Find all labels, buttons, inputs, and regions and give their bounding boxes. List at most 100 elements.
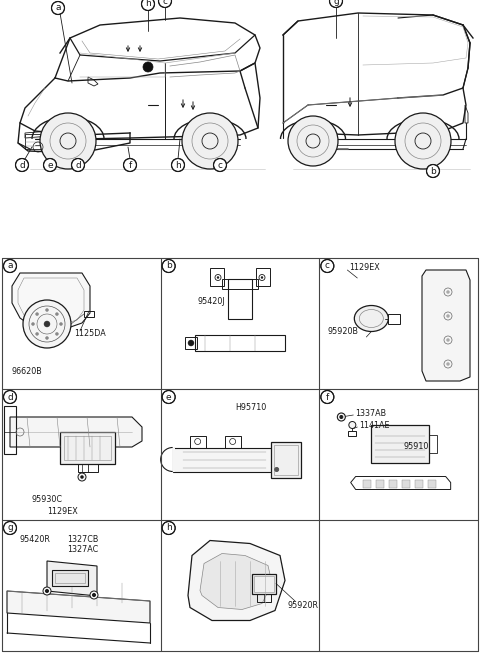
Text: 95420J: 95420J	[198, 297, 226, 306]
Circle shape	[36, 313, 38, 315]
Circle shape	[214, 159, 227, 172]
Text: d: d	[75, 161, 81, 170]
Circle shape	[162, 522, 175, 535]
Bar	[190, 436, 205, 447]
Circle shape	[446, 291, 449, 293]
Circle shape	[288, 116, 338, 166]
Bar	[415, 479, 423, 488]
Text: d: d	[7, 392, 13, 402]
Bar	[210, 268, 224, 285]
Bar	[60, 432, 115, 464]
Circle shape	[143, 62, 153, 72]
Bar	[84, 311, 94, 317]
Circle shape	[275, 468, 279, 471]
Circle shape	[81, 475, 84, 479]
Polygon shape	[47, 561, 97, 596]
Polygon shape	[188, 541, 285, 620]
Bar	[348, 431, 356, 436]
Text: 1327AC: 1327AC	[67, 545, 98, 554]
Circle shape	[321, 390, 334, 404]
Text: 1141AE: 1141AE	[360, 421, 390, 430]
Text: f: f	[326, 392, 329, 402]
Text: f: f	[128, 161, 132, 170]
Bar	[222, 278, 258, 289]
Circle shape	[395, 113, 451, 169]
Text: h: h	[166, 524, 171, 532]
Circle shape	[23, 300, 71, 348]
Text: g: g	[7, 524, 13, 532]
Bar	[388, 313, 400, 323]
Text: 95920R: 95920R	[288, 601, 319, 609]
Bar	[389, 479, 396, 488]
Circle shape	[43, 587, 51, 595]
Circle shape	[188, 340, 194, 346]
Circle shape	[162, 390, 175, 404]
Circle shape	[3, 259, 16, 272]
Text: d: d	[19, 161, 25, 170]
Circle shape	[44, 159, 57, 172]
Bar	[78, 464, 98, 472]
Circle shape	[93, 594, 96, 596]
Circle shape	[46, 308, 48, 311]
Circle shape	[446, 315, 449, 317]
Bar	[428, 479, 436, 488]
Polygon shape	[12, 273, 90, 330]
Circle shape	[329, 0, 343, 7]
Bar	[195, 335, 285, 351]
Circle shape	[427, 165, 440, 178]
Polygon shape	[422, 270, 470, 381]
Circle shape	[46, 590, 48, 592]
Bar	[52, 570, 88, 586]
Bar	[55, 573, 85, 583]
Circle shape	[142, 0, 155, 10]
Circle shape	[171, 159, 184, 172]
Bar	[256, 268, 270, 285]
Text: 1337AB: 1337AB	[355, 409, 386, 417]
Bar	[25, 134, 85, 149]
Bar	[402, 479, 409, 488]
Circle shape	[40, 113, 96, 169]
Text: 96620B: 96620B	[12, 366, 43, 375]
Bar	[363, 479, 371, 488]
Circle shape	[32, 323, 35, 325]
Bar	[274, 445, 298, 475]
Polygon shape	[173, 447, 175, 471]
Circle shape	[340, 415, 343, 419]
Text: 95910: 95910	[404, 442, 429, 451]
Bar	[254, 575, 274, 592]
Bar	[371, 424, 429, 462]
Text: c: c	[325, 261, 330, 270]
Circle shape	[123, 159, 136, 172]
Bar	[252, 573, 276, 594]
Text: c: c	[163, 0, 168, 5]
Circle shape	[162, 259, 175, 272]
Circle shape	[46, 336, 48, 340]
Text: 95930C: 95930C	[32, 496, 63, 505]
Polygon shape	[7, 591, 150, 623]
Circle shape	[446, 362, 449, 366]
Bar	[429, 434, 437, 453]
Polygon shape	[10, 417, 142, 447]
Circle shape	[51, 1, 64, 14]
Bar	[185, 337, 197, 349]
Circle shape	[36, 332, 38, 336]
Circle shape	[3, 522, 16, 535]
Circle shape	[55, 332, 59, 336]
Polygon shape	[200, 554, 272, 609]
Text: 95920B: 95920B	[327, 327, 359, 336]
Bar	[173, 447, 276, 471]
Circle shape	[3, 390, 16, 404]
Circle shape	[55, 313, 59, 315]
Text: 1129EX: 1129EX	[349, 264, 380, 272]
Text: H95710: H95710	[235, 402, 266, 411]
Text: h: h	[145, 0, 151, 8]
Text: b: b	[430, 167, 436, 176]
Bar	[228, 278, 252, 319]
Text: e: e	[47, 161, 53, 170]
Circle shape	[44, 321, 50, 327]
Text: 1327CB: 1327CB	[67, 535, 98, 545]
Circle shape	[72, 159, 84, 172]
Circle shape	[15, 159, 28, 172]
Text: e: e	[166, 392, 171, 402]
Text: 1129EX: 1129EX	[47, 507, 78, 517]
